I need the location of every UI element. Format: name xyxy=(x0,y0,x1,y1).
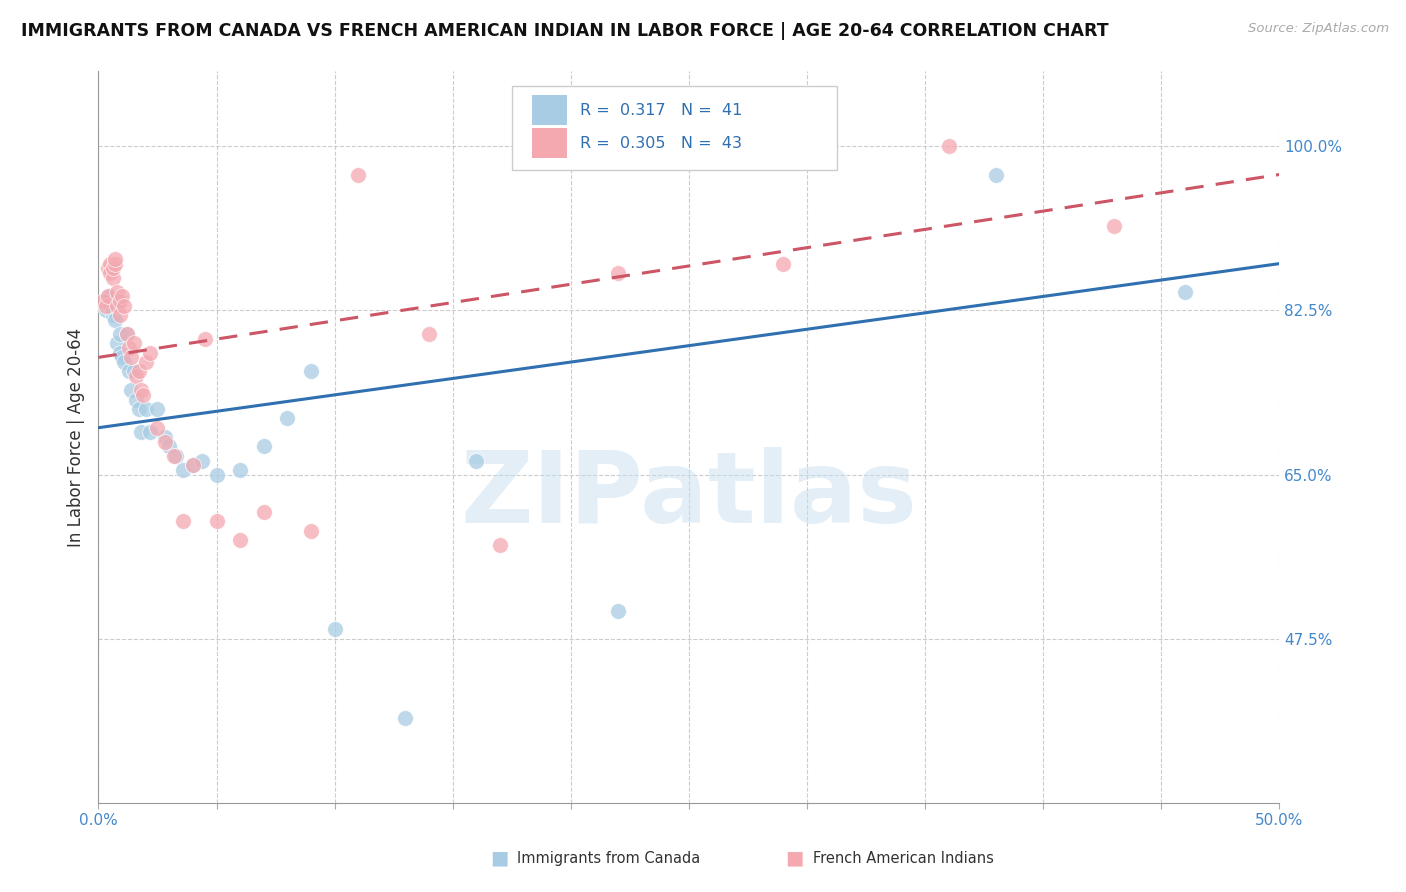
Point xyxy=(129,425,152,440)
Point xyxy=(181,458,204,473)
Point xyxy=(135,401,157,416)
Point xyxy=(101,270,124,285)
Point xyxy=(125,392,148,407)
Point xyxy=(607,266,630,280)
Point xyxy=(98,289,121,303)
Point xyxy=(205,515,228,529)
Text: Immigrants from Canada: Immigrants from Canada xyxy=(517,851,700,865)
Point xyxy=(98,257,121,271)
Point xyxy=(108,326,131,341)
Point xyxy=(418,326,440,341)
Text: ■: ■ xyxy=(489,848,509,868)
Point xyxy=(111,289,134,303)
Point xyxy=(146,401,169,416)
Point xyxy=(115,326,138,341)
Point xyxy=(98,266,121,280)
Point xyxy=(299,364,322,378)
Point xyxy=(139,425,162,440)
Point xyxy=(172,515,194,529)
Point xyxy=(108,294,131,309)
Point xyxy=(108,308,131,322)
Point xyxy=(97,261,120,276)
Point xyxy=(101,303,124,318)
Point xyxy=(122,364,145,378)
Point xyxy=(128,364,150,378)
Point xyxy=(105,336,128,351)
Point xyxy=(347,168,370,182)
Point xyxy=(165,449,187,463)
Point xyxy=(253,440,276,454)
Point xyxy=(111,351,134,365)
Point xyxy=(104,252,127,266)
Point xyxy=(607,603,630,617)
Point xyxy=(172,463,194,477)
Point xyxy=(1102,219,1125,233)
Point xyxy=(135,355,157,369)
Point xyxy=(772,257,794,271)
Text: IMMIGRANTS FROM CANADA VS FRENCH AMERICAN INDIAN IN LABOR FORCE | AGE 20-64 CORR: IMMIGRANTS FROM CANADA VS FRENCH AMERICA… xyxy=(21,22,1109,40)
Point xyxy=(253,505,276,519)
Point xyxy=(394,711,416,725)
Text: French American Indians: French American Indians xyxy=(813,851,994,865)
Point xyxy=(108,345,131,359)
Point xyxy=(125,369,148,384)
Point xyxy=(146,420,169,434)
Point xyxy=(139,345,162,359)
Point xyxy=(1174,285,1197,299)
Point xyxy=(229,463,252,477)
Point xyxy=(323,623,346,637)
Point xyxy=(299,524,322,538)
Point xyxy=(122,336,145,351)
Point xyxy=(128,401,150,416)
Point xyxy=(118,364,141,378)
Point xyxy=(118,341,141,355)
Point xyxy=(112,355,135,369)
Point xyxy=(132,388,155,402)
Point xyxy=(163,449,186,463)
Text: R =  0.305   N =  43: R = 0.305 N = 43 xyxy=(581,136,742,151)
Point xyxy=(121,351,143,365)
Point xyxy=(101,308,124,322)
Text: ■: ■ xyxy=(785,848,804,868)
Point xyxy=(115,326,138,341)
Point xyxy=(104,257,127,271)
FancyBboxPatch shape xyxy=(512,86,837,170)
Point xyxy=(153,430,176,444)
Point xyxy=(97,289,120,303)
Point xyxy=(104,313,127,327)
Text: R =  0.317   N =  41: R = 0.317 N = 41 xyxy=(581,103,742,118)
Point xyxy=(97,294,120,309)
Point xyxy=(94,303,117,318)
Text: Source: ZipAtlas.com: Source: ZipAtlas.com xyxy=(1249,22,1389,36)
Point xyxy=(98,299,121,313)
Point xyxy=(153,434,176,449)
Point xyxy=(191,453,214,467)
Point xyxy=(101,261,124,276)
Point xyxy=(276,411,298,425)
Point xyxy=(465,453,488,467)
Point xyxy=(105,299,128,313)
FancyBboxPatch shape xyxy=(531,128,567,158)
Point xyxy=(938,139,960,153)
Point xyxy=(489,538,512,552)
FancyBboxPatch shape xyxy=(531,95,567,125)
Y-axis label: In Labor Force | Age 20-64: In Labor Force | Age 20-64 xyxy=(66,327,84,547)
Point xyxy=(121,383,143,397)
Point xyxy=(205,467,228,482)
Point xyxy=(104,294,127,309)
Point xyxy=(984,168,1007,182)
Point xyxy=(112,299,135,313)
Point xyxy=(157,440,180,454)
Point xyxy=(94,299,117,313)
Point xyxy=(129,383,152,397)
Point xyxy=(97,289,120,303)
Point xyxy=(91,294,114,309)
Text: ZIPatlas: ZIPatlas xyxy=(461,447,917,544)
Point xyxy=(194,332,217,346)
Point xyxy=(105,285,128,299)
Point xyxy=(181,458,204,473)
Point xyxy=(229,533,252,548)
